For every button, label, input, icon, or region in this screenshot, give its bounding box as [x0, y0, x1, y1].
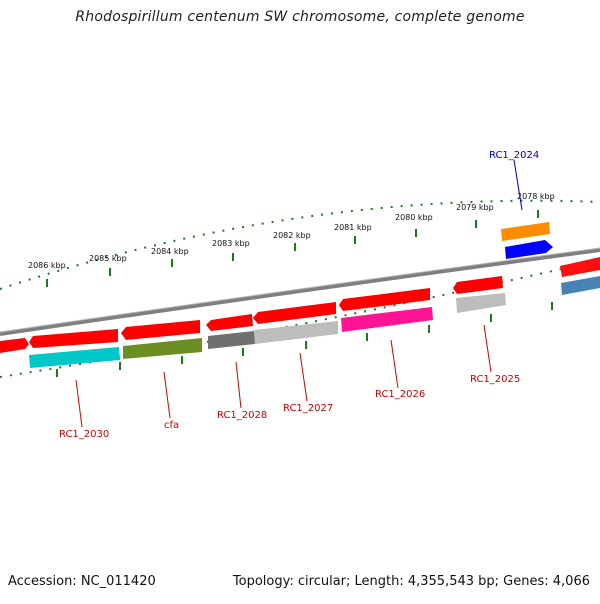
cds-rc1-2030 — [29, 329, 118, 348]
ruler-labels: 2086 kbp 2085 kbp 2084 kbp 2083 kbp 2082… — [28, 192, 555, 270]
cds-rc1-2027 — [253, 302, 336, 324]
ruler-label: 2079 kbp — [456, 203, 494, 212]
inner-ruler-ticks — [56, 302, 553, 377]
cds-rc1-2026 — [339, 288, 430, 311]
ruler-label: 2083 kbp — [212, 239, 250, 248]
gene-label-rc1-2024: RC1_2024 — [489, 150, 539, 161]
gene-label-cfa: cfa — [164, 420, 179, 431]
genome-summary: Topology: circular; Length: 4,355,543 bp… — [232, 574, 590, 589]
genome-backbone-highlight — [0, 247, 600, 333]
gene-label-rc1-2028: RC1_2028 — [217, 410, 267, 421]
genome-backbone — [0, 248, 600, 336]
reverse-cds — [0, 276, 503, 353]
cyan-feature — [29, 347, 120, 368]
gene-labels: RC1_2024 RC1_2025 RC1_2026 RC1_2027 RC1_… — [59, 150, 539, 440]
outer-ruler-ticks — [46, 210, 539, 287]
cds-forward-right — [560, 257, 600, 277]
gene-label-rc1-2027: RC1_2027 — [283, 403, 333, 414]
steelblue-feature — [561, 276, 600, 295]
forward-features — [501, 222, 600, 295]
ruler-label: 2084 kbp — [151, 247, 189, 256]
lightgray-feature — [254, 321, 338, 344]
outer-ruler-arc — [0, 199, 600, 290]
ruler-label: 2081 kbp — [334, 223, 372, 232]
ruler-label: 2080 kbp — [395, 213, 433, 222]
accession-label: Accession: NC_011420 — [8, 574, 156, 589]
cds-rc1-2025 — [453, 276, 503, 294]
ruler-label: 2082 kbp — [273, 231, 311, 240]
gene-label-rc1-2025: RC1_2025 — [470, 374, 520, 385]
orange-feature — [501, 222, 550, 241]
gene-label-rc1-2030: RC1_2030 — [59, 429, 109, 440]
ruler-label: 2086 kbp — [28, 261, 66, 270]
ruler-label: 2085 kbp — [89, 254, 127, 263]
blue-feature — [505, 240, 553, 259]
olive-feature — [123, 338, 202, 359]
gray-feature-right — [456, 293, 506, 313]
cds-cfa — [121, 320, 200, 340]
genome-title: Rhodospirillum centenum SW chromosome, c… — [75, 9, 525, 25]
reverse-features — [29, 293, 506, 368]
magenta-feature — [341, 307, 433, 332]
label-leaders — [75, 159, 523, 428]
darkgray-feature — [208, 331, 255, 349]
ruler-label: 2078 kbp — [517, 192, 555, 201]
gene-label-rc1-2026: RC1_2026 — [375, 389, 425, 400]
cds-rc1-2028 — [206, 314, 253, 331]
cds-rc1-2030-upper — [0, 338, 29, 353]
